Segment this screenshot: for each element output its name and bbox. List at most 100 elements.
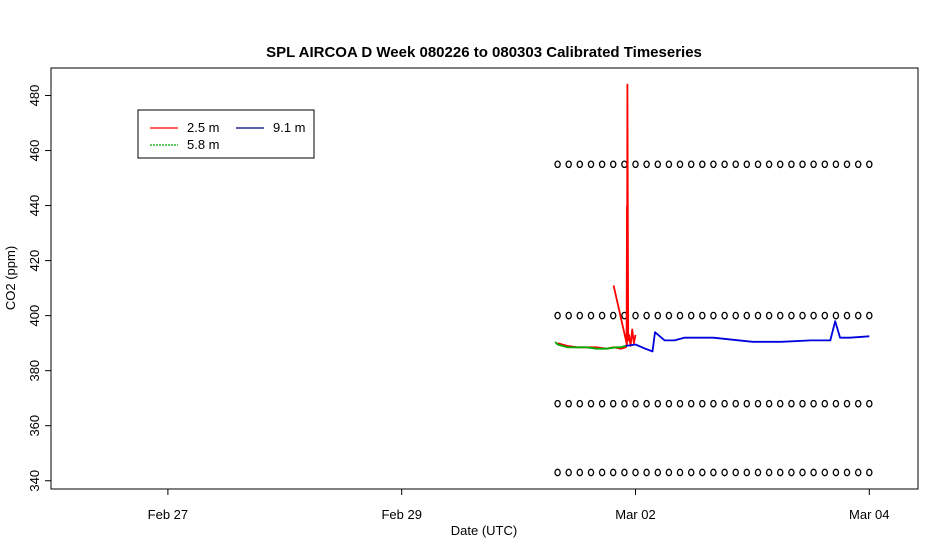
calibration-point bbox=[743, 468, 751, 477]
calibration-point bbox=[587, 399, 595, 408]
calibration-point bbox=[776, 311, 784, 320]
calibration-point bbox=[676, 468, 684, 477]
calibration-point bbox=[832, 399, 840, 408]
calibration-point bbox=[754, 399, 762, 408]
calibration-point bbox=[687, 160, 695, 169]
calibration-point bbox=[699, 311, 706, 320]
calibration-point bbox=[710, 311, 717, 320]
calibration-point bbox=[710, 468, 717, 477]
calibration-point bbox=[676, 160, 684, 169]
calibration-point bbox=[598, 468, 606, 477]
x-axis-label: Date (UTC) bbox=[451, 523, 517, 538]
calibration-point bbox=[854, 399, 862, 408]
calibration-point bbox=[587, 311, 595, 320]
calibration-point bbox=[721, 160, 728, 169]
x-tick-label: Mar 02 bbox=[615, 507, 655, 522]
calibration-point bbox=[576, 160, 584, 169]
calibration-point bbox=[587, 468, 595, 477]
x-axis: Feb 27 Feb 29 Mar 02 Mar 04 bbox=[148, 488, 890, 522]
calibration-point bbox=[832, 468, 840, 477]
series-line-3 bbox=[625, 320, 870, 353]
calibration-point bbox=[643, 160, 650, 169]
calibration-point bbox=[565, 311, 572, 320]
calibration-point bbox=[621, 468, 628, 477]
calibration-point bbox=[765, 468, 773, 477]
calibration-point bbox=[810, 468, 817, 477]
calibration-point bbox=[821, 311, 829, 320]
calibration-point bbox=[621, 160, 628, 169]
calibration-point bbox=[554, 468, 561, 477]
calibration-point bbox=[643, 399, 650, 408]
calibration-point bbox=[699, 399, 706, 408]
calibration-point bbox=[854, 311, 862, 320]
calibration-point bbox=[754, 468, 762, 477]
series-layer bbox=[554, 83, 870, 353]
calibration-point bbox=[587, 160, 595, 169]
calibration-point bbox=[843, 468, 851, 477]
calibration-point bbox=[676, 399, 684, 408]
calibration-point bbox=[721, 311, 728, 320]
calibration-point bbox=[654, 311, 662, 320]
calibration-point bbox=[632, 399, 639, 408]
y-tick-label: 380 bbox=[27, 360, 42, 382]
chart-title: SPL AIRCOA D Week 080226 to 080303 Calib… bbox=[266, 44, 702, 61]
calibration-point bbox=[609, 399, 617, 408]
calibration-point bbox=[732, 468, 739, 477]
calibration-point bbox=[643, 311, 650, 320]
calibration-point bbox=[810, 311, 817, 320]
calibration-point bbox=[799, 311, 806, 320]
calibration-point bbox=[699, 468, 706, 477]
calibration-point bbox=[554, 399, 561, 408]
calibration-point bbox=[654, 468, 662, 477]
calibration-point bbox=[810, 399, 817, 408]
calibration-point bbox=[721, 468, 728, 477]
calibration-point bbox=[576, 311, 584, 320]
calibration-point bbox=[654, 160, 662, 169]
calibration-point bbox=[799, 468, 806, 477]
calibration-point bbox=[676, 311, 684, 320]
calibration-point bbox=[843, 399, 851, 408]
calibration-point bbox=[866, 160, 873, 169]
calibration-point bbox=[732, 399, 739, 408]
calibration-point bbox=[687, 399, 695, 408]
calibration-point bbox=[776, 399, 784, 408]
calibration-points bbox=[554, 160, 873, 477]
calibration-point bbox=[710, 160, 717, 169]
calibration-point bbox=[776, 468, 784, 477]
calibration-point bbox=[832, 311, 840, 320]
calibration-point bbox=[665, 399, 673, 408]
calibration-point bbox=[609, 160, 617, 169]
calibration-point bbox=[743, 399, 751, 408]
legend-label-9-1m: 9.1 m bbox=[273, 120, 306, 135]
x-tick-label: Mar 04 bbox=[849, 507, 889, 522]
calibration-point bbox=[565, 468, 572, 477]
calibration-point bbox=[721, 399, 728, 408]
calibration-point bbox=[754, 160, 762, 169]
calibration-point bbox=[687, 311, 695, 320]
calibration-point bbox=[665, 160, 673, 169]
calibration-point bbox=[565, 160, 572, 169]
calibration-point bbox=[788, 399, 795, 408]
calibration-point bbox=[643, 468, 650, 477]
calibration-point bbox=[576, 399, 584, 408]
calibration-point bbox=[743, 311, 751, 320]
calibration-point bbox=[799, 160, 806, 169]
calibration-point bbox=[609, 311, 617, 320]
calibration-point bbox=[621, 399, 628, 408]
calibration-point bbox=[843, 311, 851, 320]
series-line-0 bbox=[557, 83, 637, 350]
calibration-point bbox=[609, 468, 617, 477]
x-tick-label: Feb 29 bbox=[381, 507, 421, 522]
calibration-point bbox=[765, 160, 773, 169]
calibration-point bbox=[632, 468, 639, 477]
calibration-point bbox=[821, 160, 829, 169]
calibration-point bbox=[754, 311, 762, 320]
calibration-point bbox=[632, 160, 639, 169]
calibration-point bbox=[776, 160, 784, 169]
calibration-point bbox=[799, 399, 806, 408]
calibration-point bbox=[866, 311, 873, 320]
calibration-point bbox=[554, 160, 561, 169]
calibration-point bbox=[598, 399, 606, 408]
calibration-point bbox=[565, 399, 572, 408]
calibration-point bbox=[854, 160, 862, 169]
